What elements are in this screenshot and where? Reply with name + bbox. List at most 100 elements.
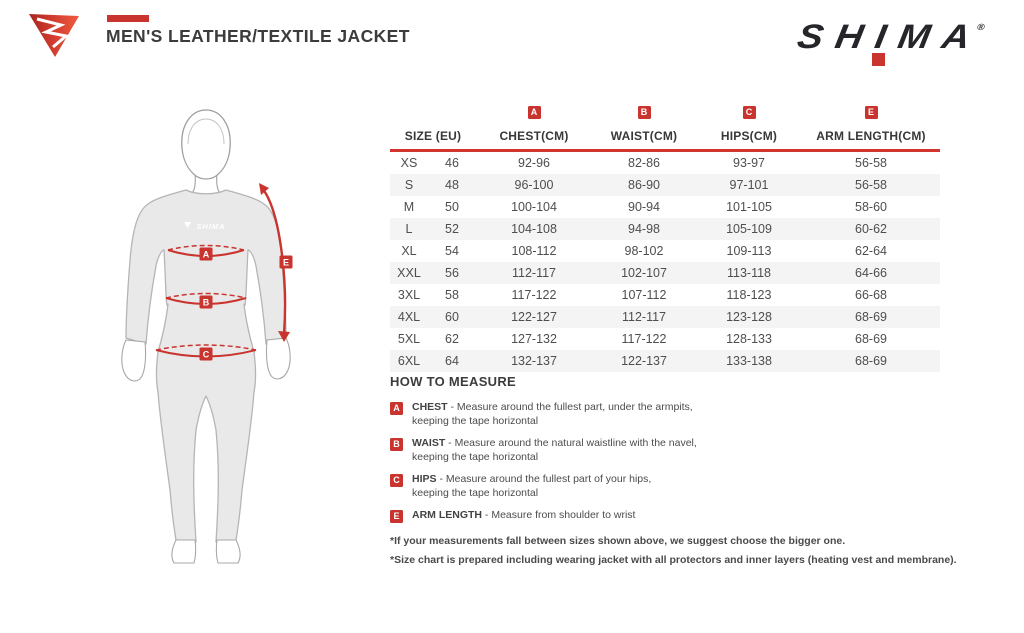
cell-waist: 82-86: [628, 156, 660, 170]
cell-hips: 105-109: [726, 222, 772, 236]
cell-size: L: [405, 222, 413, 236]
col-header-chest: CHEST(CM): [499, 129, 569, 143]
marker-box-a: A: [390, 402, 403, 415]
marker-box-e: E: [864, 106, 878, 119]
marker-box-c: C: [742, 106, 756, 119]
cell-size: 5XL: [397, 332, 421, 346]
page-title: MEN'S LEATHER/TEXTILE JACKET: [106, 26, 410, 46]
cell-chest: 127-132: [511, 332, 557, 346]
measure-item-hips: C HIPS - Measure around the fullest part…: [390, 473, 970, 500]
cell-size: M: [403, 200, 415, 214]
registered-mark: ®: [976, 22, 986, 32]
cell-arm: 56-58: [855, 156, 887, 170]
cell-hips: 101-105: [726, 200, 772, 214]
cell-waist: 102-107: [621, 266, 667, 280]
footnotes: *If your measurements fall between sizes…: [390, 535, 970, 566]
figure-right-hand: [265, 337, 291, 380]
table-row: 5XL 62 127-132 117-122 128-133 68-69: [390, 328, 940, 350]
table-marker-row: A B C E: [390, 106, 940, 125]
figure-right-foot: [215, 539, 241, 564]
measure-item-arm-length: E ARM LENGTH - Measure from shoulder to …: [390, 509, 970, 523]
measure-text: WAIST - Measure around the natural waist…: [412, 437, 697, 463]
cell-chest: 117-122: [511, 288, 557, 302]
figure-body: [125, 189, 287, 543]
measure-text: HIPS - Measure around the fullest part o…: [412, 473, 652, 499]
cell-size: XS: [400, 156, 418, 170]
arm-length-arrow: [261, 187, 287, 335]
chest-logo-triangle-icon: [184, 222, 191, 228]
arrowhead-top-icon: [259, 183, 269, 195]
chest-logo-text: SHIMA: [196, 222, 225, 231]
cell-waist: 98-102: [624, 244, 664, 258]
cell-hips: 93-97: [733, 156, 765, 170]
figure-marker-a: A: [199, 247, 213, 261]
cell-waist: 122-137: [621, 354, 667, 368]
cell-hips: 128-133: [726, 332, 772, 346]
cell-chest: 132-137: [511, 354, 557, 368]
svg-text:A: A: [203, 250, 210, 260]
table-body: XS 46 92-96 82-86 93-97 56-58 S 48 96-10…: [390, 152, 940, 372]
cell-size: XL: [401, 244, 417, 258]
waist-band-back: [165, 292, 247, 299]
cell-chest: 96-100: [514, 178, 554, 192]
cell-waist: 94-98: [628, 222, 660, 236]
cell-arm: 64-66: [855, 266, 887, 280]
cell-size: 4XL: [397, 310, 421, 324]
figure-face-line: [187, 118, 225, 145]
body-measurement-figure: SHIMA A B C E: [121, 109, 293, 564]
marker-box-b: B: [637, 106, 651, 119]
col-header-hips: HIPS(CM): [720, 129, 778, 143]
measure-item-chest: A CHEST - Measure around the fullest par…: [390, 401, 970, 428]
footnote-sizing: *If your measurements fall between sizes…: [390, 535, 846, 547]
footnote-layers: *Size chart is prepared including wearin…: [390, 554, 957, 566]
hips-band-back: [155, 344, 257, 351]
brand-wordmark: SHIMA®: [794, 18, 986, 57]
cell-eu: 54: [445, 244, 459, 258]
arrowhead-bottom-icon: [278, 331, 290, 342]
col-header-waist: WAIST(CM): [610, 129, 678, 143]
cell-eu: 46: [445, 156, 459, 170]
cell-eu: 60: [445, 310, 459, 324]
cell-chest: 104-108: [511, 222, 557, 236]
figure-left-foot: [171, 539, 197, 564]
cell-arm: 68-69: [855, 332, 887, 346]
table-row: XS 46 92-96 82-86 93-97 56-58: [390, 152, 940, 174]
cell-eu: 52: [445, 222, 459, 236]
cell-arm: 56-58: [855, 178, 887, 192]
cell-hips: 97-101: [729, 178, 769, 192]
cell-chest: 122-127: [511, 310, 557, 324]
cell-arm: 60-62: [855, 222, 887, 236]
table-header-row: SIZE (EU) CHEST(CM) WAIST(CM) HIPS(CM) A…: [390, 125, 940, 147]
cell-arm: 62-64: [855, 244, 887, 258]
cell-arm: 66-68: [855, 288, 887, 302]
title-accent-bar: [107, 15, 149, 22]
table-row: L 52 104-108 94-98 105-109 60-62: [390, 218, 940, 240]
table-row: M 50 100-104 90-94 101-105 58-60: [390, 196, 940, 218]
measure-item-waist: B WAIST - Measure around the natural wai…: [390, 437, 970, 464]
how-to-measure-section: HOW TO MEASURE A CHEST - Measure around …: [390, 374, 970, 573]
size-table: A B C E SIZE (EU) CHEST(CM) WAIST(CM) HI…: [390, 106, 940, 372]
brand-accent-square: [872, 53, 885, 66]
col-header-arm: ARM LENGTH(CM): [816, 129, 926, 143]
cell-hips: 109-113: [726, 244, 772, 258]
cell-waist: 117-122: [621, 332, 667, 346]
cell-size: 6XL: [397, 354, 421, 368]
cell-size: S: [404, 178, 414, 192]
cell-hips: 113-118: [726, 266, 772, 280]
marker-box-b: B: [390, 438, 403, 451]
cell-hips: 118-123: [726, 288, 772, 302]
table-row: XL 54 108-112 98-102 109-113 62-64: [390, 240, 940, 262]
cell-eu: 64: [445, 354, 459, 368]
svg-text:E: E: [283, 258, 289, 268]
table-divider: [390, 149, 940, 152]
cell-arm: 68-69: [855, 310, 887, 324]
cell-hips: 133-138: [726, 354, 772, 368]
figure-head: [181, 109, 231, 180]
cell-size: XXL: [397, 266, 421, 280]
cell-chest: 92-96: [518, 156, 550, 170]
cell-waist: 86-90: [628, 178, 660, 192]
marker-box-e: E: [390, 510, 403, 523]
cell-arm: 58-60: [855, 200, 887, 214]
col-header-size: SIZE (EU): [404, 129, 462, 143]
